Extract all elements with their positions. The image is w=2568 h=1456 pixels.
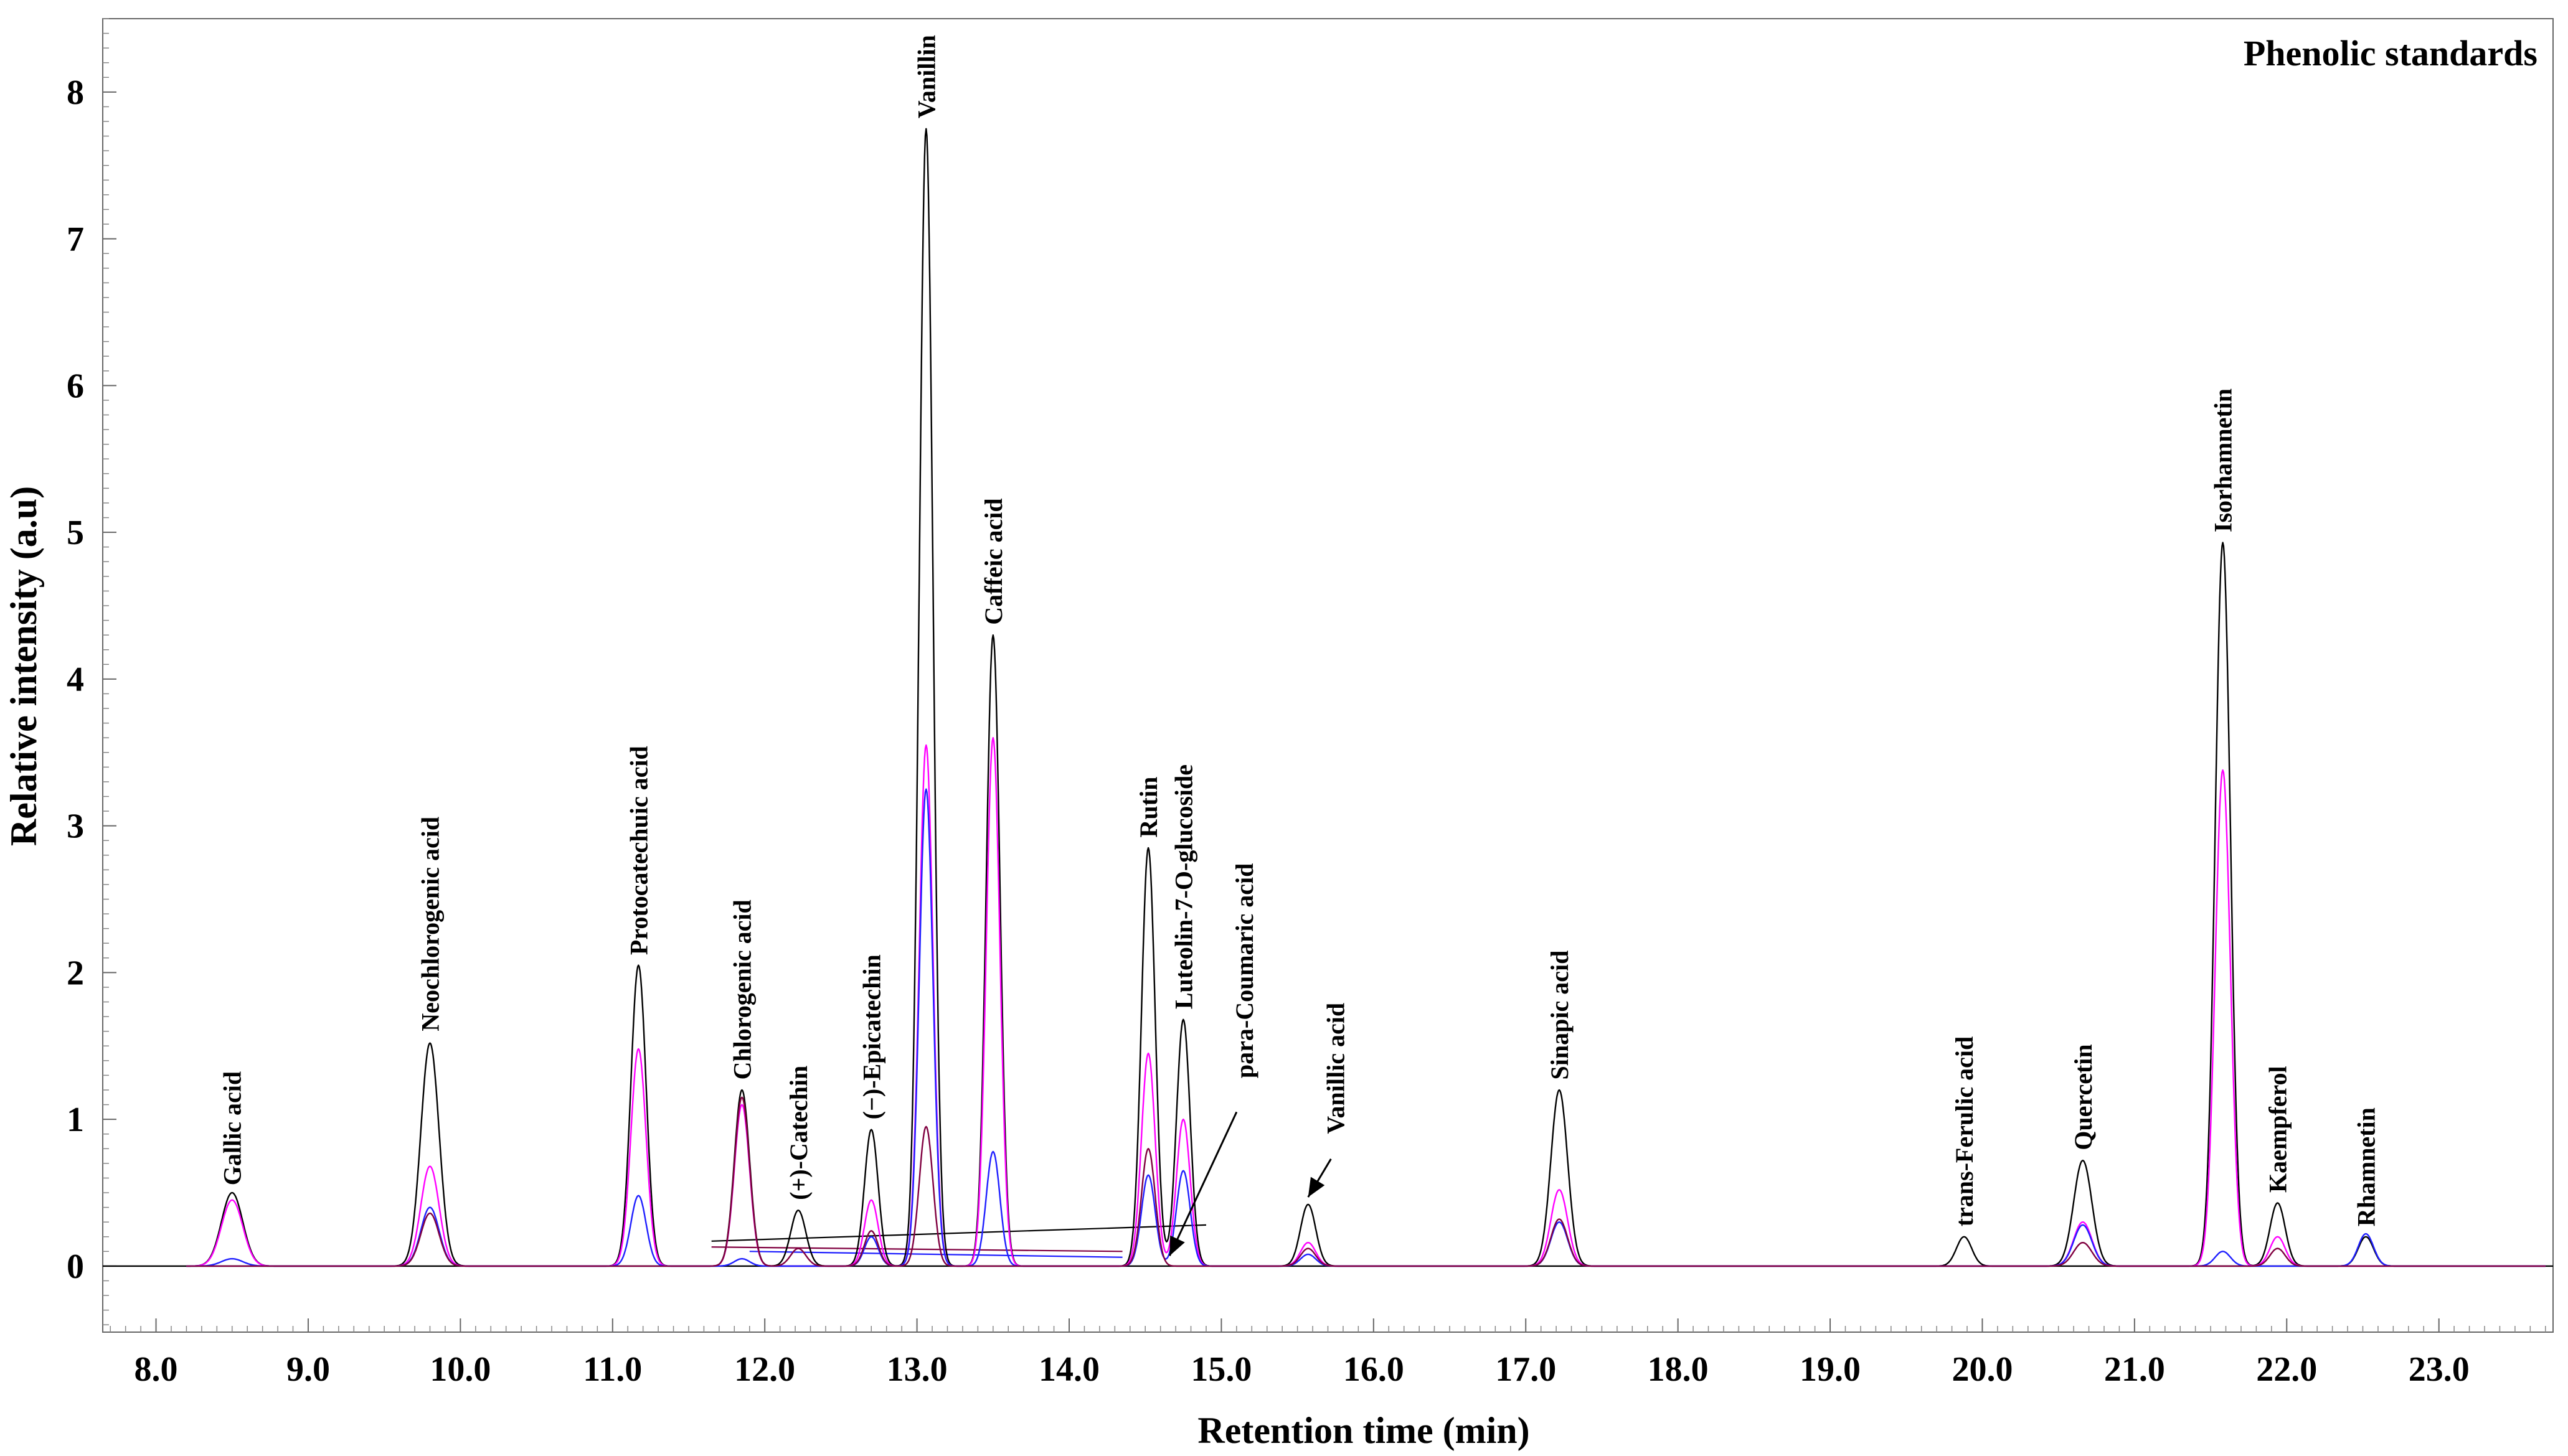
peak-label: Rhamnetin — [2352, 1107, 2380, 1226]
x-tick-label: 9.0 — [286, 1350, 330, 1389]
para-coumaric-arrow — [1168, 1111, 1238, 1257]
peak-label: Isorhamnetin — [2209, 388, 2237, 532]
peak-label: (−)-Epicatechin — [857, 954, 885, 1119]
peak-label: Protocatechuic acid — [625, 746, 653, 955]
y-tick-label: 1 — [67, 1101, 84, 1139]
x-tick-label: 17.0 — [1495, 1350, 1556, 1389]
peak-label: Kaempferol — [2264, 1066, 2292, 1193]
peak-label: Sinapic acid — [1546, 951, 1574, 1080]
trace-magenta — [186, 737, 2546, 1267]
peak-label: (+)-Catechin — [785, 1066, 813, 1200]
minor-ticks — [103, 18, 2546, 1332]
trace-maroon — [186, 1096, 2546, 1267]
chromatogram-traces — [103, 128, 2553, 1267]
trace-black — [186, 128, 2546, 1267]
peak-labels: Gallic acid Neochlorogenic acid Protocatec… — [219, 35, 2381, 1226]
x-tick-label: 23.0 — [2409, 1350, 2470, 1389]
x-tick-label: 19.0 — [1800, 1350, 1861, 1389]
y-tick-label: 7 — [67, 220, 84, 259]
y-tick-label: 0 — [67, 1247, 84, 1286]
x-tick-label: 22.0 — [2256, 1350, 2317, 1389]
y-axis: 0 1 2 3 4 5 6 7 8 — [67, 73, 116, 1286]
x-tick-label: 18.0 — [1648, 1350, 1709, 1389]
baseline-segment-2 — [711, 1246, 1123, 1252]
x-tick-label: 12.0 — [734, 1350, 795, 1389]
x-tick-label: 21.0 — [2104, 1350, 2165, 1389]
x-tick-label: 20.0 — [1952, 1350, 2013, 1389]
x-tick-label: 10.0 — [430, 1350, 491, 1389]
peak-label: Luteolin-7-O-glucoside — [1169, 764, 1197, 1009]
y-tick-label: 2 — [67, 954, 84, 992]
y-tick-label: 5 — [67, 514, 84, 552]
peak-label: para-Coumaric acid — [1230, 863, 1258, 1079]
vanillic-arrow-head — [1308, 1177, 1325, 1198]
peak-label: trans-Ferulic acid — [1950, 1036, 1978, 1227]
peak-label: Quercetin — [2069, 1044, 2097, 1150]
y-tick-label: 8 — [67, 73, 84, 112]
peak-label: Gallic acid — [219, 1071, 247, 1185]
para-coumaric-arrow-head — [1169, 1235, 1185, 1256]
annotation-arrows — [1168, 1111, 1332, 1257]
x-tick-label: 8.0 — [135, 1350, 178, 1389]
peak-label: Chlorogenic acid — [729, 899, 757, 1079]
peak-label: Vanillin — [912, 35, 940, 118]
x-axis-title: Retention time (min) — [1197, 1410, 1529, 1451]
x-tick-label: 11.0 — [583, 1350, 642, 1389]
x-tick-label: 14.0 — [1039, 1350, 1100, 1389]
peak-label: Vanillic acid — [1322, 1003, 1350, 1134]
y-tick-label: 4 — [67, 660, 84, 699]
x-axis: 8.0 9.0 10.0 11.0 12.0 13.0 14.0 15.0 16.0 17.0 18… — [135, 1318, 2470, 1389]
trace-blue — [186, 788, 2546, 1267]
peak-label: Rutin — [1135, 777, 1163, 838]
peak-label: Caffeic acid — [980, 498, 1008, 624]
chart-title: Phenolic standards — [2244, 33, 2537, 73]
x-tick-label: 15.0 — [1191, 1350, 1252, 1389]
x-tick-label: 16.0 — [1343, 1350, 1404, 1389]
baseline-segment-1 — [711, 1224, 1207, 1242]
y-axis-title: Relative intensity (a.u) — [3, 486, 44, 846]
peak-label: Neochlorogenic acid — [417, 817, 445, 1031]
plot-frame — [102, 18, 2554, 1333]
y-tick-label: 3 — [67, 807, 84, 846]
x-tick-label: 13.0 — [887, 1350, 948, 1389]
y-tick-label: 6 — [67, 367, 84, 405]
